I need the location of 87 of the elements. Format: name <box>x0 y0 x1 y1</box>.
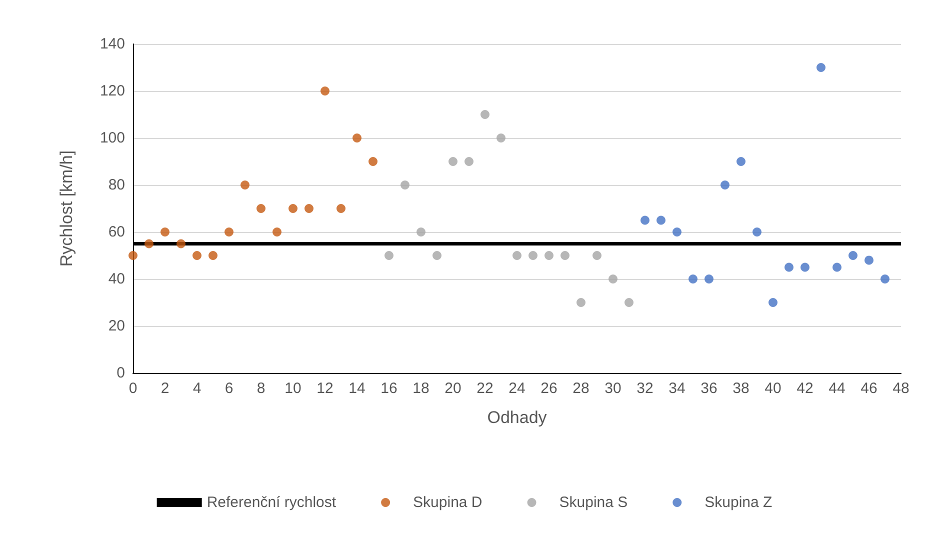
point <box>256 204 266 213</box>
point <box>192 251 202 260</box>
x-tick-label: 14 <box>348 380 366 397</box>
point <box>320 86 330 96</box>
x-tick-label: 46 <box>860 380 878 397</box>
point <box>864 256 874 265</box>
x-tick-label: 26 <box>540 380 558 397</box>
point <box>624 298 634 307</box>
x-tick-label: 12 <box>316 380 334 397</box>
x-tick-label: 44 <box>828 380 846 397</box>
x-tick-label: 32 <box>636 380 654 397</box>
point <box>128 251 138 260</box>
x-tick-label: 34 <box>668 380 686 397</box>
point <box>576 298 586 307</box>
point <box>528 251 538 260</box>
point <box>208 251 218 260</box>
x-tick-label: 20 <box>444 380 462 397</box>
point <box>288 204 298 213</box>
point <box>480 110 490 119</box>
y-tick-label: 60 <box>108 224 125 240</box>
point <box>432 251 442 260</box>
point <box>704 274 714 284</box>
x-tick-label: 4 <box>192 380 202 397</box>
x-axis-title: Odhady <box>487 408 548 427</box>
legend-label: Skupina S <box>559 494 628 511</box>
y-tick-label: 80 <box>108 176 125 194</box>
point <box>688 274 698 284</box>
y-axis-title: Rychlost [km/h] <box>57 150 76 267</box>
point <box>272 228 282 236</box>
point <box>416 228 426 236</box>
point <box>240 180 250 190</box>
x-tick-label: 16 <box>380 380 398 397</box>
y-tick-label: 120 <box>100 82 125 100</box>
point <box>784 262 794 272</box>
point <box>736 157 746 166</box>
x-tick-label: 18 <box>412 380 430 397</box>
x-tick-label: 30 <box>604 380 622 397</box>
point <box>336 204 346 213</box>
point <box>304 204 314 213</box>
point <box>384 251 394 260</box>
point <box>832 262 842 272</box>
point <box>656 216 666 225</box>
point <box>592 251 602 260</box>
y-tick-label: 100 <box>100 130 125 146</box>
x-tick-label: 42 <box>796 380 814 397</box>
y-tick-label: 40 <box>108 270 125 288</box>
point <box>560 251 570 260</box>
point <box>880 274 890 284</box>
point <box>672 228 682 236</box>
x-tick-label: 22 <box>476 380 494 397</box>
x-tick-label: 40 <box>764 380 782 397</box>
point <box>800 262 810 272</box>
x-tick-label: 38 <box>732 380 750 397</box>
x-tick-label: 48 <box>892 380 910 397</box>
point <box>720 180 730 190</box>
legend-label: Skupina Z <box>704 494 772 511</box>
point <box>640 216 650 225</box>
x-tick-label: 8 <box>256 380 266 397</box>
point <box>608 274 618 284</box>
point <box>352 134 362 142</box>
x-tick-label: 0 <box>128 380 138 397</box>
x-tick-label: 10 <box>284 380 302 397</box>
point <box>160 228 170 236</box>
point <box>544 251 554 260</box>
x-tick-label: 28 <box>572 380 590 397</box>
x-tick-label: 6 <box>224 380 234 397</box>
x-tick-label: 36 <box>700 380 718 397</box>
point <box>368 157 378 166</box>
point <box>144 239 154 248</box>
point <box>400 180 410 190</box>
x-tick-label: 24 <box>508 380 526 397</box>
y-tick-label: 0 <box>116 364 125 382</box>
point <box>176 239 186 248</box>
point <box>448 157 458 166</box>
x-tick-label: 2 <box>160 380 170 397</box>
y-tick-label: 20 <box>108 318 125 334</box>
point <box>752 228 762 236</box>
point <box>512 251 522 260</box>
point <box>816 63 826 72</box>
y-tick-label: 140 <box>100 36 125 52</box>
point <box>768 298 778 307</box>
point <box>464 157 474 166</box>
point <box>496 134 506 142</box>
point <box>224 228 234 236</box>
point <box>848 251 858 260</box>
legend-label: Referenční rychlost <box>206 494 337 511</box>
legend-label: Skupina D <box>413 494 482 511</box>
